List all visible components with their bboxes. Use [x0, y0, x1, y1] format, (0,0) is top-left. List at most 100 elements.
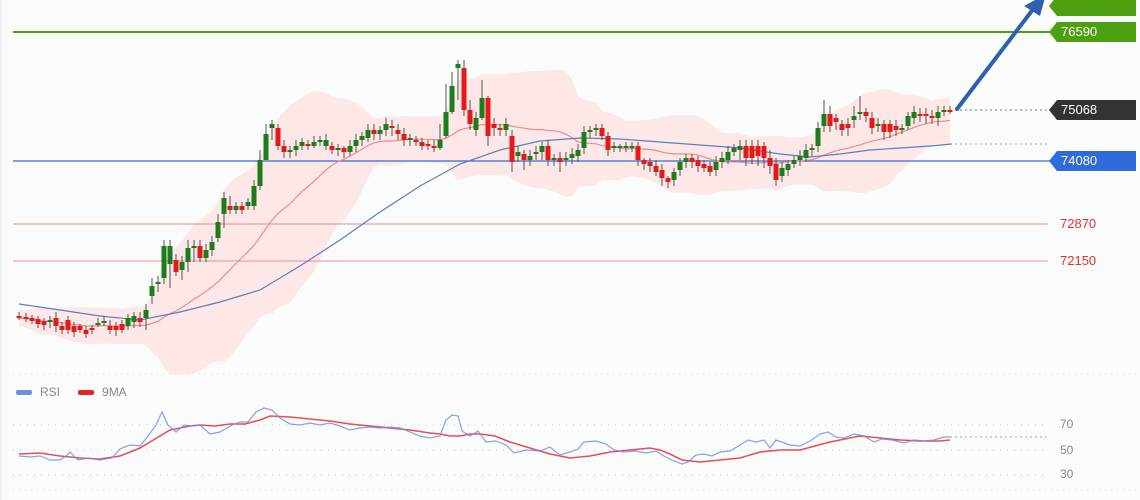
- candlestick: [275, 124, 281, 150]
- candlestick: [185, 240, 191, 272]
- candlestick: [377, 126, 383, 140]
- legend-item-9ma[interactable]: 9MA: [78, 385, 127, 399]
- candlestick: [701, 160, 707, 172]
- candlestick: [485, 96, 491, 146]
- rsi-legend: RSI 9MA: [16, 385, 145, 399]
- candlestick: [191, 240, 197, 262]
- candlestick: [941, 106, 947, 116]
- price-tag-resistance: 76590: [1049, 22, 1136, 42]
- candlestick: [263, 124, 269, 160]
- candlestick: [575, 144, 581, 162]
- candlestick: [269, 120, 275, 140]
- candlestick: [47, 316, 53, 328]
- candlestick: [593, 124, 599, 136]
- candlestick: [881, 120, 887, 140]
- candlestick: [83, 326, 89, 338]
- candlestick: [227, 196, 233, 214]
- candlestick: [455, 60, 461, 100]
- candlestick: [89, 325, 95, 334]
- candlestick: [539, 142, 545, 160]
- candlestick: [611, 142, 617, 152]
- candlestick: [101, 316, 107, 326]
- legend-label-9ma: 9MA: [102, 385, 127, 399]
- candlestick: [233, 202, 239, 214]
- candlestick: [443, 84, 449, 138]
- candlesticks: [16, 60, 953, 338]
- candlestick: [53, 312, 59, 332]
- candlestick: [359, 132, 365, 146]
- candlestick: [845, 118, 851, 136]
- candlestick: [671, 168, 677, 186]
- candlestick: [431, 140, 437, 152]
- candlestick: [545, 140, 551, 166]
- rsi-tick-30: 30: [1060, 467, 1074, 481]
- candlestick: [689, 154, 695, 168]
- candlestick: [665, 176, 671, 188]
- candlestick: [209, 236, 215, 256]
- candlestick: [461, 60, 467, 116]
- candlestick: [491, 118, 497, 136]
- candlestick: [221, 192, 227, 228]
- candlestick: [305, 140, 311, 150]
- candlestick: [401, 128, 407, 146]
- candlestick: [587, 126, 593, 138]
- candlestick: [725, 146, 731, 164]
- candlestick: [197, 240, 203, 262]
- candlestick: [281, 140, 287, 158]
- rsi-tick-70: 70: [1060, 417, 1074, 431]
- candlestick: [23, 313, 29, 322]
- rsi-9ma-line: [18, 415, 951, 463]
- candlestick: [329, 142, 335, 154]
- candlestick: [35, 316, 41, 328]
- candlestick: [125, 314, 131, 330]
- candlestick: [371, 124, 377, 140]
- candlestick: [119, 320, 125, 333]
- candlestick: [437, 124, 443, 150]
- candlestick: [713, 156, 719, 176]
- candlestick: [413, 136, 419, 146]
- candlestick: [893, 120, 899, 136]
- candlestick: [467, 100, 473, 130]
- candlestick: [785, 160, 791, 176]
- candlestick: [803, 144, 809, 162]
- candlestick: [179, 256, 185, 280]
- candlestick: [911, 106, 917, 124]
- candlestick: [605, 132, 611, 156]
- candlestick: [683, 154, 689, 168]
- candlestick: [479, 80, 485, 120]
- candlestick: [143, 304, 149, 330]
- candlestick: [737, 140, 743, 160]
- candlestick: [245, 198, 251, 210]
- candlestick: [935, 106, 941, 126]
- candlestick: [917, 108, 923, 122]
- arrow-head-icon: [1024, 0, 1045, 16]
- candlestick: [641, 158, 647, 170]
- candlestick: [551, 154, 557, 166]
- candlestick: [761, 142, 767, 168]
- candlestick: [629, 142, 635, 152]
- candlestick: [251, 180, 257, 210]
- candlestick: [161, 240, 167, 284]
- legend-label-rsi: RSI: [40, 385, 61, 399]
- candlestick: [677, 158, 683, 176]
- candlestick: [509, 130, 515, 172]
- candlestick: [905, 112, 911, 130]
- candlestick: [419, 138, 425, 150]
- ma-swatch-icon: [78, 389, 95, 395]
- candlestick: [659, 164, 665, 186]
- candlestick: [929, 110, 935, 124]
- candlestick: [809, 144, 815, 156]
- candlestick: [107, 320, 113, 334]
- candlestick: [623, 142, 629, 152]
- candlestick: [257, 150, 263, 190]
- candlestick: [335, 144, 341, 156]
- candlestick: [347, 140, 353, 156]
- candlestick: [875, 118, 881, 132]
- left-border: [0, 0, 2, 500]
- candlestick: [863, 108, 869, 122]
- projection-arrow: [955, 0, 1045, 111]
- legend-item-rsi[interactable]: RSI: [16, 385, 60, 399]
- candlestick: [497, 124, 503, 136]
